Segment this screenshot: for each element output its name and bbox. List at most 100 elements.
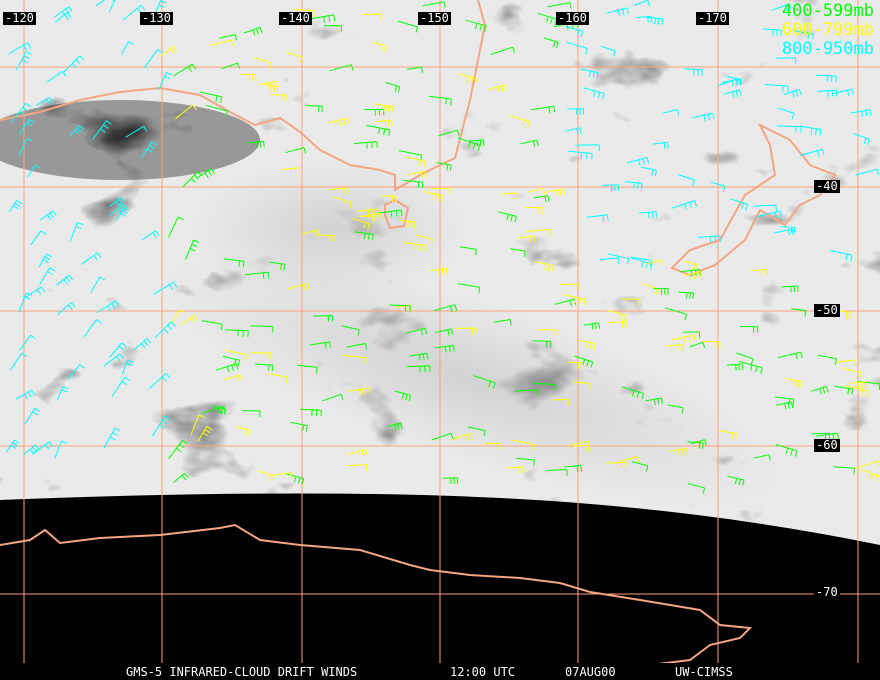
- new-zealand-coast: [670, 122, 837, 277]
- tasmania-coast: [384, 198, 410, 230]
- wind-barb: [563, 293, 587, 306]
- wind-barb: [269, 261, 286, 271]
- wind-barb: [586, 214, 609, 222]
- wind-barb: [547, 2, 572, 9]
- wind-barb: [153, 0, 167, 17]
- wind-barb: [125, 125, 148, 138]
- wind-barb: [849, 381, 867, 389]
- coastlines: [0, 0, 837, 666]
- wind-barb: [607, 461, 627, 469]
- wind-barb: [457, 137, 481, 151]
- wind-barb: [372, 41, 387, 53]
- wind-barb: [323, 25, 342, 32]
- wind-barb: [30, 230, 47, 246]
- wind-barb: [653, 141, 669, 149]
- wind-barb: [488, 84, 508, 93]
- wind-barb: [306, 105, 323, 113]
- wind-barb: [620, 456, 640, 463]
- product-title: GMS-5 INFRARED-CLOUD DRIFT WINDS: [126, 665, 358, 679]
- wind-barb: [328, 187, 349, 195]
- wind-barb: [566, 41, 588, 55]
- wind-barb: [180, 314, 198, 326]
- wind-barb: [638, 211, 658, 219]
- wind-barb: [533, 195, 550, 203]
- wind-barb: [241, 73, 257, 81]
- wind-barb: [631, 257, 653, 270]
- wind-barb: [108, 196, 126, 208]
- wind-barb: [671, 200, 698, 210]
- australia-coast: [0, 0, 487, 192]
- wind-barb: [535, 261, 554, 272]
- wind-barb: [493, 319, 512, 326]
- wind-barb: [333, 196, 352, 209]
- wind-barb: [664, 307, 688, 321]
- wind-barb: [861, 469, 880, 483]
- wind-barb: [168, 439, 188, 459]
- wind-barb: [263, 83, 279, 93]
- wind-barb: [516, 235, 536, 243]
- wind-barb: [458, 73, 478, 85]
- wind-barb: [723, 89, 742, 98]
- wind-barb: [152, 415, 171, 437]
- wind-barb: [109, 0, 116, 13]
- wind-barb: [104, 353, 124, 367]
- wind-barb: [607, 321, 628, 328]
- wind-barb: [632, 461, 649, 472]
- wind-barb: [389, 304, 411, 312]
- wind-barb: [429, 268, 448, 276]
- wind-barb: [252, 57, 272, 69]
- wind-barb: [182, 171, 203, 188]
- wind-barb: [539, 329, 559, 336]
- wind-barb: [785, 378, 803, 388]
- wind-barb: [783, 88, 802, 98]
- wind-barb: [141, 230, 160, 241]
- wind-barb: [792, 30, 814, 40]
- wind-barb: [18, 138, 33, 156]
- wind-barb: [572, 381, 591, 390]
- wind-barb: [356, 208, 379, 217]
- wind-barb: [116, 207, 130, 221]
- wind-barb: [364, 108, 385, 116]
- wind-barb: [46, 70, 67, 83]
- wind-barb: [255, 363, 274, 372]
- wind-barb: [428, 95, 452, 106]
- wind-barb: [300, 408, 322, 417]
- wind-barb: [780, 226, 796, 234]
- wind-barb: [290, 421, 308, 432]
- wind-barb: [173, 472, 189, 483]
- wind-barb: [225, 349, 248, 361]
- wind-barb: [346, 343, 368, 350]
- wind-barb: [160, 46, 178, 57]
- wind-barb: [451, 432, 474, 441]
- wind-barb: [633, 0, 651, 7]
- wind-barb: [721, 78, 743, 87]
- wind-barb: [56, 274, 74, 286]
- wind-barb: [154, 321, 176, 339]
- wind-barb: [850, 109, 872, 118]
- wind-barb: [342, 354, 367, 364]
- wind-barb: [810, 385, 829, 395]
- wind-barb: [689, 341, 706, 348]
- wind-barb: [39, 267, 56, 285]
- wind-barb: [250, 352, 271, 359]
- wind-barb: [507, 466, 524, 474]
- wind-barb: [407, 170, 427, 179]
- wind-barb: [775, 57, 797, 64]
- wind-barb: [526, 228, 551, 236]
- wind-barb: [645, 397, 663, 406]
- wind-barb: [621, 386, 645, 400]
- wind-barb: [739, 360, 763, 374]
- wind-barb: [547, 188, 565, 197]
- lat-label: -70: [814, 585, 840, 599]
- wind-barb: [197, 425, 213, 442]
- wind-barb: [771, 3, 792, 12]
- wind-barb: [57, 302, 76, 316]
- wind-barb: [8, 199, 23, 213]
- wind-barb: [543, 37, 559, 49]
- wind-barb: [190, 414, 205, 436]
- wind-barb: [800, 125, 822, 136]
- wind-barb: [563, 464, 582, 472]
- wind-barb: [546, 469, 568, 476]
